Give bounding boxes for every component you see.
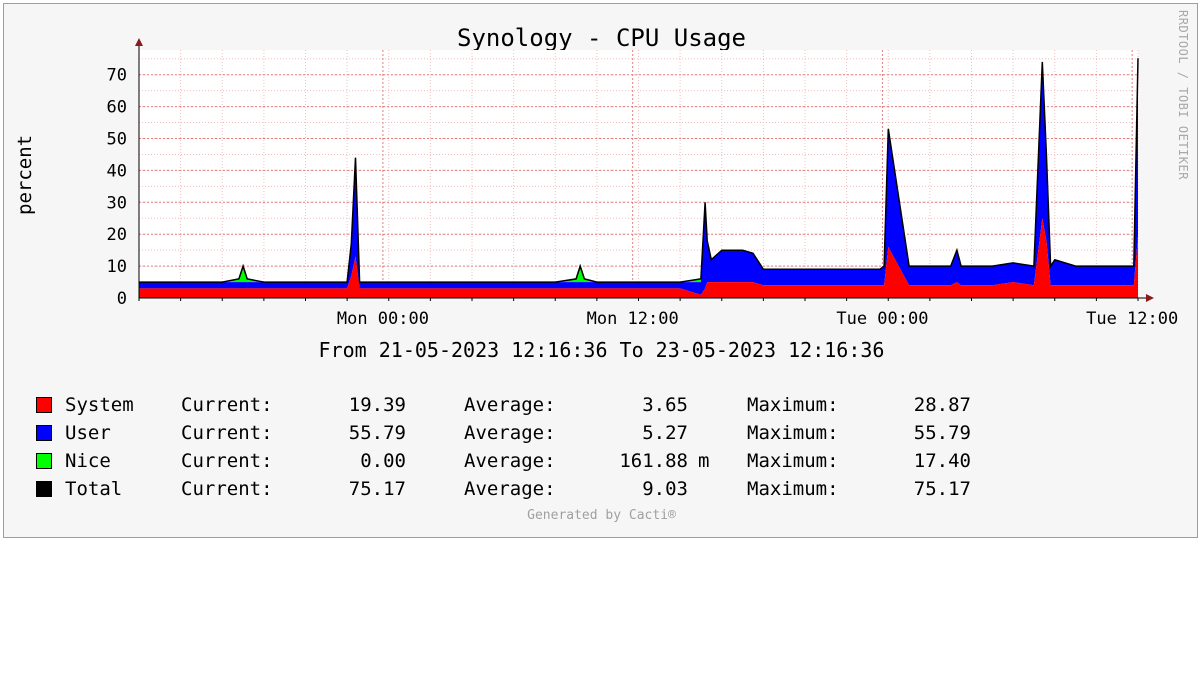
legend-maximum-value: 55.79 (913, 422, 971, 444)
legend-current-value: 0.00 (360, 450, 406, 472)
legend-swatch-total (36, 481, 52, 497)
y-tick-label: 50 (107, 130, 127, 150)
y-tick-label: 20 (107, 225, 127, 245)
series-total-line (139, 58, 1139, 283)
y-tick-label: 30 (107, 193, 127, 213)
x-tick-label: Tue 12:00 (1086, 309, 1178, 329)
legend-row-total: Total Current: 75.17 Average: 9.03 Maxim… (36, 478, 971, 502)
legend-name: User (65, 422, 111, 444)
time-range-subtitle: From 21-05-2023 12:16:36 To 23-05-2023 1… (318, 338, 885, 362)
y-tick-label: 60 (107, 98, 127, 118)
legend-current-label: Current: (181, 422, 273, 444)
legend-average-label: Average: (464, 422, 556, 444)
y-tick-label: 70 (107, 66, 127, 86)
legend-name: Total (65, 478, 123, 500)
x-axis-arrow (1146, 294, 1154, 302)
legend-average-label: Average: (464, 394, 556, 416)
x-tick-label: Mon 00:00 (337, 309, 429, 329)
legend-name: System (65, 394, 134, 416)
legend-current-label: Current: (181, 478, 273, 500)
legend-swatch-system (36, 397, 52, 413)
cpu-usage-chart: 0 10 20 30 40 50 60 70 Mon 00:00 Mon 12:00 Tue 00:… (107, 38, 1178, 329)
legend-average-value: 5.27 (642, 422, 688, 444)
legend-average-unit: m (698, 450, 710, 472)
legend-maximum-label: Maximum: (747, 450, 839, 472)
legend-swatch-user (36, 425, 52, 441)
legend-average-value: 161.88 (619, 450, 688, 472)
legend-current-value: 75.17 (348, 478, 406, 500)
legend-current-label: Current: (181, 394, 273, 416)
series-system-area (139, 218, 1138, 298)
legend-maximum-value: 28.87 (913, 394, 971, 416)
y-tick-label: 40 (107, 161, 127, 181)
legend-swatch-nice (36, 453, 52, 469)
legend-row-system: System Current: 19.39 Average: 3.65 Maxi… (36, 394, 971, 418)
series-user-area (139, 58, 1138, 295)
generated-by-footer: Generated by Cacti® (527, 508, 676, 523)
x-tick-label: Tue 00:00 (836, 309, 928, 329)
chart-title: Synology - CPU Usage (457, 24, 746, 52)
legend-average-label: Average: (464, 478, 556, 500)
legend-average-value: 9.03 (642, 478, 688, 500)
y-tick-label: 10 (107, 257, 127, 277)
legend-maximum-value: 75.17 (913, 478, 971, 500)
legend-current-value: 19.39 (348, 394, 406, 416)
legend-average-label: Average: (464, 450, 556, 472)
legend-current-value: 55.79 (348, 422, 406, 444)
y-axis-arrow (135, 38, 143, 46)
legend-name: Nice (65, 450, 111, 472)
legend-row-user: User Current: 55.79 Average: 5.27 Maximu… (36, 422, 971, 446)
legend-row-nice: Nice Current: 0.00 Average: 161.88 m Max… (36, 450, 971, 474)
legend-average-value: 3.65 (642, 394, 688, 416)
legend-maximum-label: Maximum: (747, 394, 839, 416)
rrdtool-credit: RRDTOOL / TOBI OETIKER (1176, 10, 1190, 180)
legend-current-label: Current: (181, 450, 273, 472)
y-tick-label: 0 (117, 289, 127, 309)
x-tick-label: Mon 12:00 (587, 309, 679, 329)
legend-maximum-label: Maximum: (747, 422, 839, 444)
legend-maximum-value: 17.40 (913, 450, 971, 472)
legend-maximum-label: Maximum: (747, 478, 839, 500)
